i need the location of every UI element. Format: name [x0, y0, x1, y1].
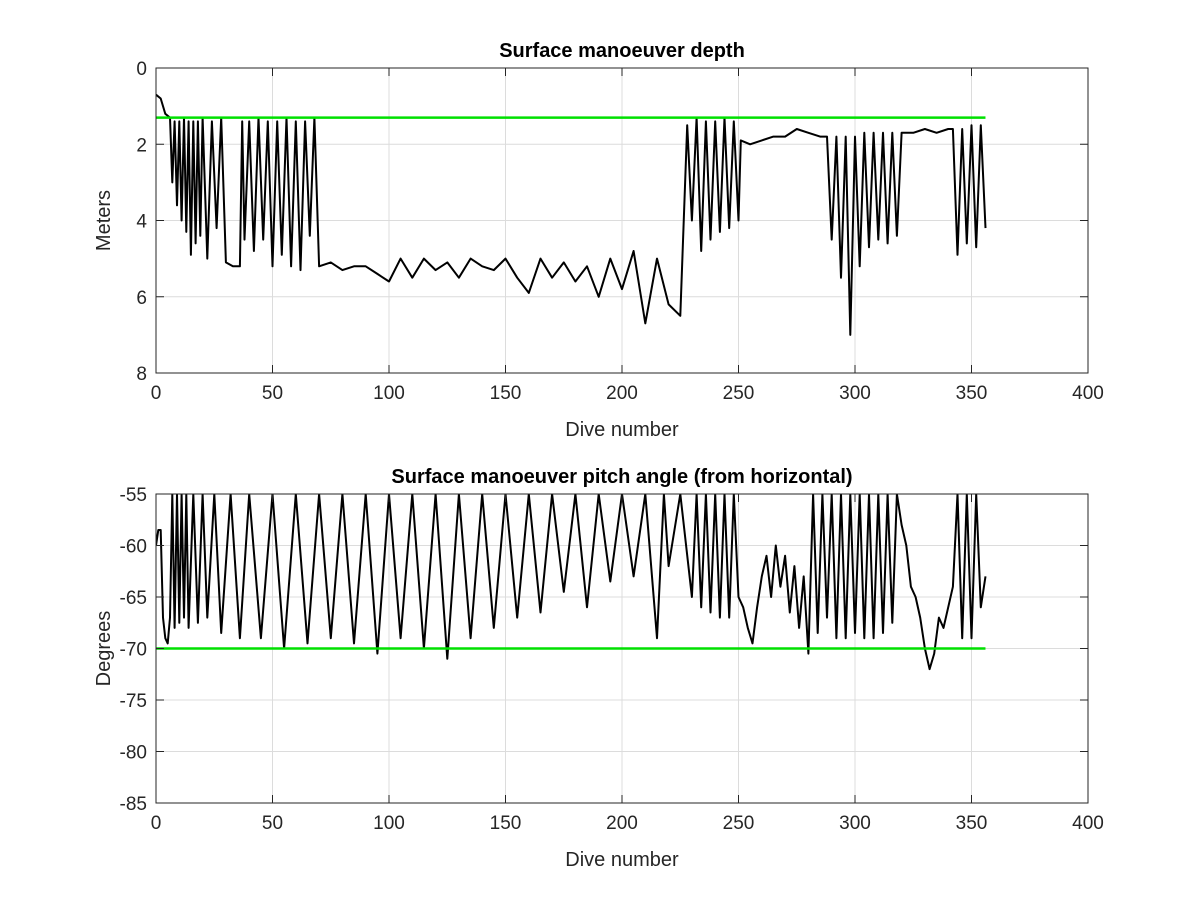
x-tick-label: 200 — [606, 813, 638, 834]
data-series-line — [156, 494, 987, 671]
x-tick-label: 150 — [490, 813, 522, 834]
x-tick-label: 200 — [606, 383, 638, 404]
x-tick-label: 350 — [956, 813, 988, 834]
x-axis-label: Dive number — [565, 849, 679, 871]
y-tick-label: -60 — [120, 537, 147, 558]
y-tick-label: -55 — [120, 485, 147, 506]
x-tick-label: 150 — [490, 383, 522, 404]
y-tick-label: 6 — [136, 288, 147, 309]
depth-panel: Surface manoeuver depth Dive number Mete… — [93, 40, 1104, 441]
x-tick-label: 300 — [839, 813, 871, 834]
y-axis-label: Meters — [93, 190, 115, 251]
y-tick-label: -85 — [120, 794, 147, 815]
x-tick-label: 250 — [723, 813, 755, 834]
x-tick-label: 350 — [956, 383, 988, 404]
x-tick-label: 0 — [151, 813, 162, 834]
y-tick-label: 0 — [136, 59, 147, 80]
x-tick-label: 100 — [373, 813, 405, 834]
x-tick-label: 400 — [1072, 383, 1104, 404]
chart-title: Surface manoeuver pitch angle (from hori… — [391, 466, 852, 488]
x-tick-label: 300 — [839, 383, 871, 404]
y-tick-label: 8 — [136, 364, 147, 385]
x-tick-label: 400 — [1072, 813, 1104, 834]
y-axis-label: Degrees — [93, 611, 115, 687]
chart-title: Surface manoeuver depth — [499, 40, 745, 62]
x-tick-label: 50 — [262, 813, 283, 834]
x-tick-label: 250 — [723, 383, 755, 404]
y-tick-label: -80 — [120, 743, 147, 764]
y-tick-label: -75 — [120, 691, 147, 712]
data-series-line — [156, 93, 987, 336]
x-tick-label: 100 — [373, 383, 405, 404]
y-tick-label: 2 — [136, 135, 147, 156]
x-tick-label: 0 — [151, 383, 162, 404]
y-tick-label: -70 — [120, 640, 147, 661]
x-tick-label: 50 — [262, 383, 283, 404]
y-tick-label: 4 — [136, 212, 147, 233]
y-tick-label: -65 — [120, 588, 147, 609]
x-axis-label: Dive number — [565, 419, 679, 441]
pitch-panel: Surface manoeuver pitch angle (from hori… — [93, 466, 1104, 871]
